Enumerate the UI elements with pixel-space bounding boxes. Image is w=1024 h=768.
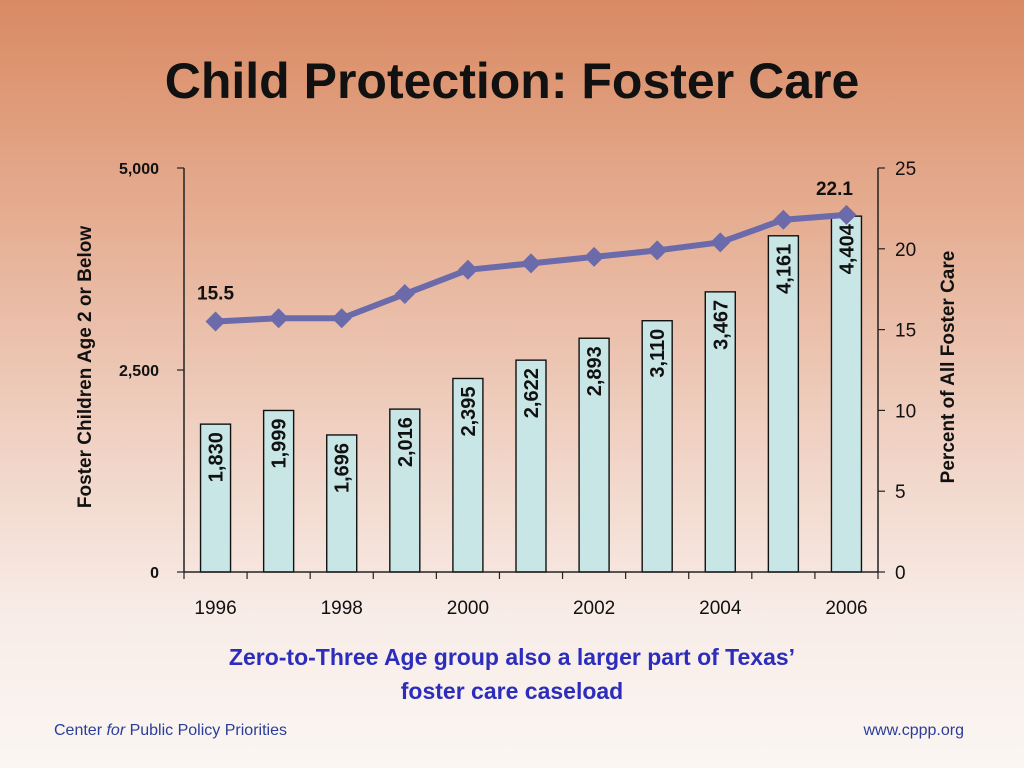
footer-org-post: Public Policy Priorities: [125, 722, 287, 739]
y-left-tick-label: 0: [150, 565, 159, 582]
bar-value-label: 3,467: [710, 300, 732, 350]
x-tick-label: 1996: [194, 598, 236, 619]
slide-subtitle: Zero-to-Three Age group also a larger pa…: [112, 640, 912, 708]
footer-org-italic: for: [106, 722, 126, 739]
percent-point-1999: [394, 284, 415, 305]
percent-point-2001: [521, 253, 541, 274]
slide-title: Child Protection: Foster Care: [164, 53, 860, 109]
x-tick-label: 2000: [447, 598, 489, 619]
x-tick-label: 2006: [825, 598, 867, 619]
bar-value-label: 2,622: [521, 368, 543, 418]
footer-org-pre: Center: [54, 722, 107, 739]
percent-point-2000: [457, 259, 478, 280]
bar-2002: [578, 337, 610, 573]
y-right-tick-label: 0: [895, 563, 906, 584]
y-right-tick-label: 25: [895, 159, 916, 180]
y-right-tick-label: 5: [895, 482, 906, 503]
footer-url[interactable]: www.cppp.org: [863, 722, 965, 739]
bar-1998: [326, 434, 358, 573]
y-right-tick-label: 20: [895, 240, 916, 261]
y-left-tick-label: 5,000: [119, 161, 159, 178]
line-label-first: 15.5: [197, 284, 234, 305]
percent-point-2003: [647, 240, 668, 261]
percent-point-1998: [331, 308, 352, 329]
footer-organization: Center for Public Policy Priorities: [54, 722, 287, 740]
x-tick-label: 1998: [321, 598, 363, 619]
percent-point-1997: [268, 308, 289, 329]
bar-1996: [199, 423, 232, 573]
bar-2005: [767, 235, 800, 573]
subtitle-line-1: Zero-to-Three Age group also a larger pa…: [228, 644, 796, 670]
bar-value-label: 1,830: [206, 432, 228, 482]
bar-2004: [704, 291, 736, 573]
percent-point-2002: [584, 246, 605, 267]
bar-value-label: 4,161: [773, 244, 795, 294]
bar-1997: [262, 409, 295, 573]
percent-point-2005: [773, 209, 794, 230]
percent-point-2006: [836, 204, 857, 225]
bar-value-label: 2,016: [395, 417, 417, 467]
bar-value-label: 2,395: [458, 386, 480, 436]
percent-point-2004: [710, 232, 731, 253]
x-tick-label: 2004: [699, 598, 742, 619]
line-label-last: 22.1: [816, 179, 853, 200]
percent-point-1996: [205, 311, 226, 332]
foster-care-chart: Foster Children Age 2 or Below Percent o…: [75, 159, 959, 619]
y-right-tick-label: 15: [895, 321, 916, 342]
x-tick-label: 2002: [573, 598, 615, 619]
y-left-tick-label: 2,500: [119, 363, 159, 380]
bar-value-label: 4,404: [836, 223, 858, 274]
y-axis-left-label: Foster Children Age 2 or Below: [75, 226, 96, 508]
bar-value-label: 1,999: [269, 418, 291, 468]
y-right-tick-label: 10: [895, 401, 916, 422]
bar-value-label: 2,893: [584, 346, 606, 396]
bar-2003: [641, 320, 673, 573]
y-axis-right-label: Percent of All Foster Care: [938, 251, 959, 484]
subtitle-line-2: foster care caseload: [400, 678, 624, 704]
bar-value-label: 3,110: [647, 329, 669, 378]
bar-value-label: 1,696: [332, 443, 354, 493]
